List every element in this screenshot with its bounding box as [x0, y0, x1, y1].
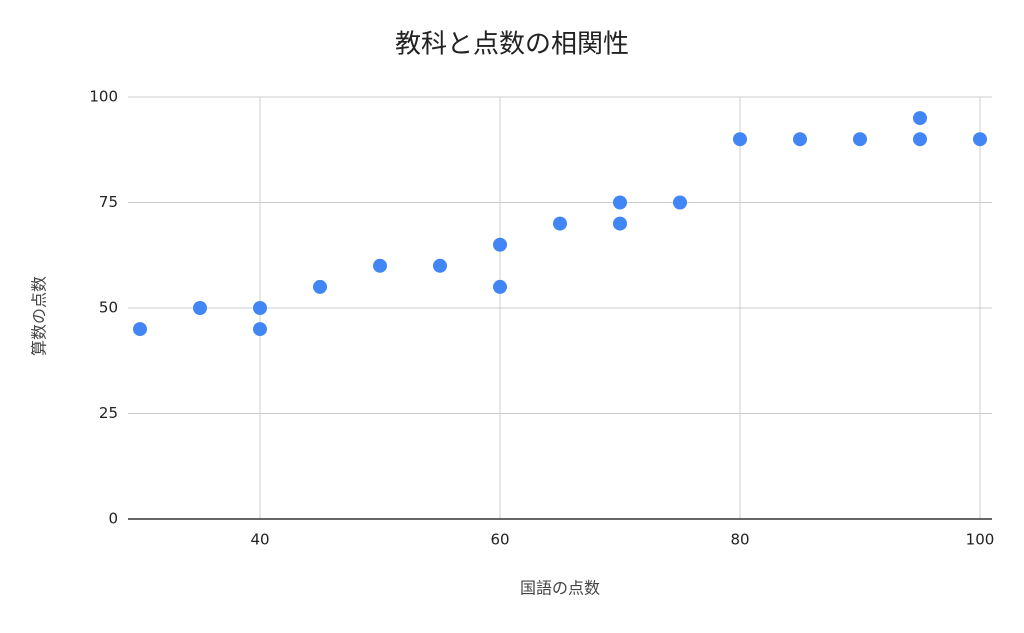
point	[913, 132, 927, 147]
point	[673, 195, 687, 210]
point	[433, 258, 447, 273]
y-tick-label: 75	[99, 193, 118, 211]
x-tick-label: 60	[490, 531, 509, 549]
point	[253, 322, 267, 337]
point	[253, 301, 267, 315]
x-axis-label: 国語の点数	[520, 579, 600, 598]
point	[493, 279, 507, 294]
y-axis-label: 算数の点数	[30, 276, 49, 356]
y-tick-label: 25	[99, 404, 118, 422]
y-tick-label: 0	[108, 510, 118, 528]
point	[733, 132, 747, 147]
chart-title: 教科と点数の相関性	[395, 30, 629, 60]
point	[493, 237, 507, 252]
point	[973, 132, 987, 147]
point	[613, 195, 627, 210]
point	[193, 301, 207, 315]
point	[613, 216, 627, 231]
x-tick-label: 100	[966, 531, 995, 549]
x-tick-label: 40	[250, 531, 269, 549]
point	[313, 279, 327, 294]
point	[133, 322, 147, 337]
point	[853, 132, 867, 147]
y-tick-label: 100	[89, 88, 118, 106]
point	[553, 216, 567, 231]
x-tick-label: 80	[730, 531, 749, 549]
point	[913, 111, 927, 126]
y-tick-label: 50	[99, 299, 118, 317]
point	[373, 258, 387, 273]
point	[793, 132, 807, 147]
